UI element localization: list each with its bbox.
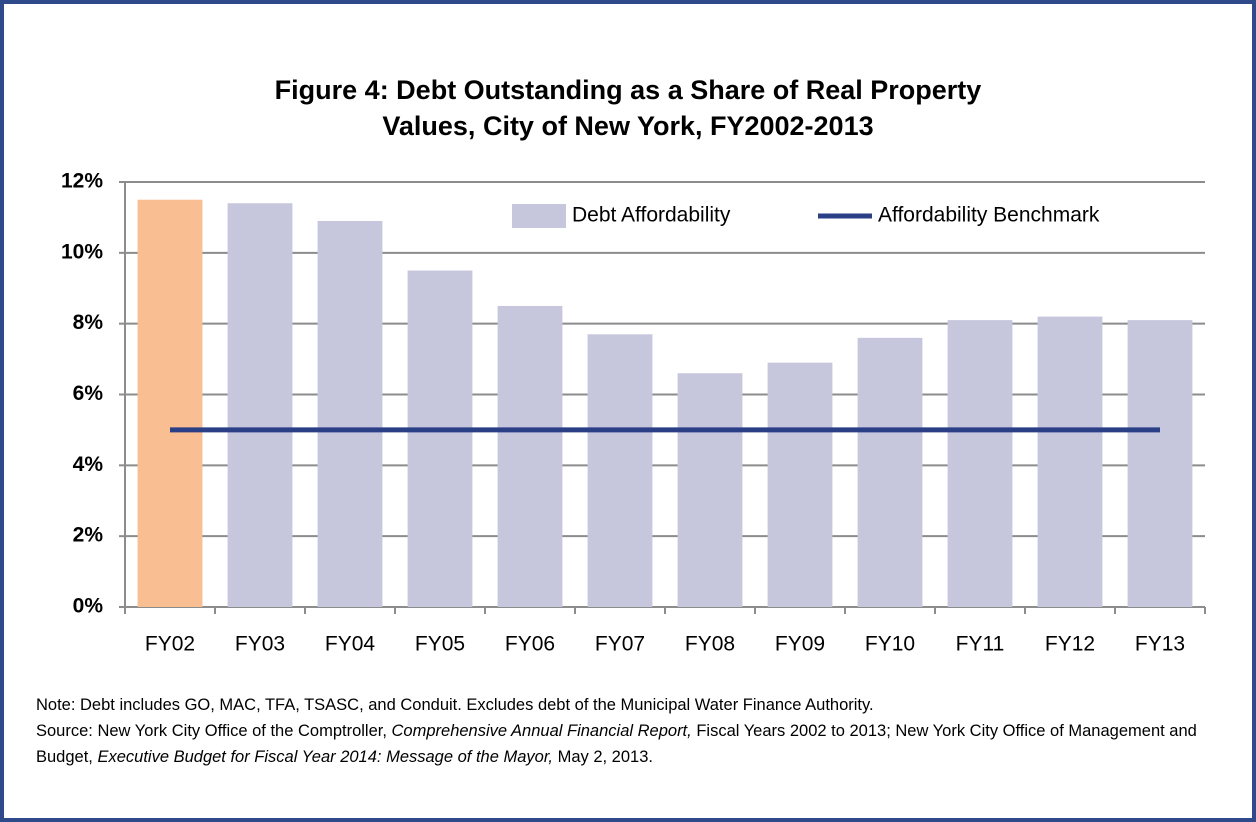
x-tick-label: FY03 xyxy=(235,633,285,656)
source-text: Executive Budget for Fiscal Year 2014: M… xyxy=(97,748,553,766)
x-tick-label: FY04 xyxy=(325,633,376,656)
bar xyxy=(587,334,653,607)
y-tick-label: 2% xyxy=(73,524,104,547)
note: Note: Debt includes GO, MAC, TFA, TSASC,… xyxy=(36,696,874,714)
legend-label: Affordability Benchmark xyxy=(878,204,1100,227)
y-tick-label: 10% xyxy=(61,240,103,263)
bar xyxy=(407,270,473,607)
source-text: Fiscal Years 2002 to 2013; New York City… xyxy=(36,722,1197,766)
bar xyxy=(767,362,833,607)
bar xyxy=(677,373,743,607)
x-tick-label: FY07 xyxy=(595,633,645,656)
x-tick-label: FY02 xyxy=(145,633,195,656)
source-text: Comprehensive Annual Financial Report, xyxy=(391,722,692,740)
source: Source: New York City Office of the Comp… xyxy=(36,718,1226,770)
x-tick-label: FY08 xyxy=(685,633,735,656)
x-tick-label: FY11 xyxy=(956,633,1005,656)
y-tick-label: 12% xyxy=(61,170,103,193)
bar xyxy=(857,337,923,607)
x-tick-label: FY12 xyxy=(1045,633,1095,656)
x-tick-label: FY13 xyxy=(1135,633,1185,656)
bar xyxy=(227,203,293,607)
bar xyxy=(947,320,1013,607)
source-text: May 2, 2013. xyxy=(553,748,653,766)
bar xyxy=(137,199,203,608)
bar xyxy=(497,305,563,607)
bar xyxy=(1037,316,1103,607)
bar xyxy=(1127,320,1193,607)
bar xyxy=(317,220,383,608)
legend-label: Debt Affordability xyxy=(572,204,731,227)
x-tick-label: FY06 xyxy=(505,633,555,656)
y-tick-label: 4% xyxy=(73,453,104,476)
y-tick-label: 8% xyxy=(73,311,104,334)
x-tick-label: FY10 xyxy=(865,633,915,656)
x-tick-label: FY05 xyxy=(415,633,465,656)
y-tick-label: 0% xyxy=(73,595,104,618)
y-tick-label: 6% xyxy=(73,382,104,405)
legend-swatch xyxy=(512,204,566,228)
source-text: Source: New York City Office of the Comp… xyxy=(36,722,392,740)
chart-title: Figure 4: Debt Outstanding as a Share of… xyxy=(274,75,982,141)
x-tick-label: FY09 xyxy=(775,633,825,656)
notes: Note: Debt includes GO, MAC, TFA, TSASC,… xyxy=(36,692,1226,770)
